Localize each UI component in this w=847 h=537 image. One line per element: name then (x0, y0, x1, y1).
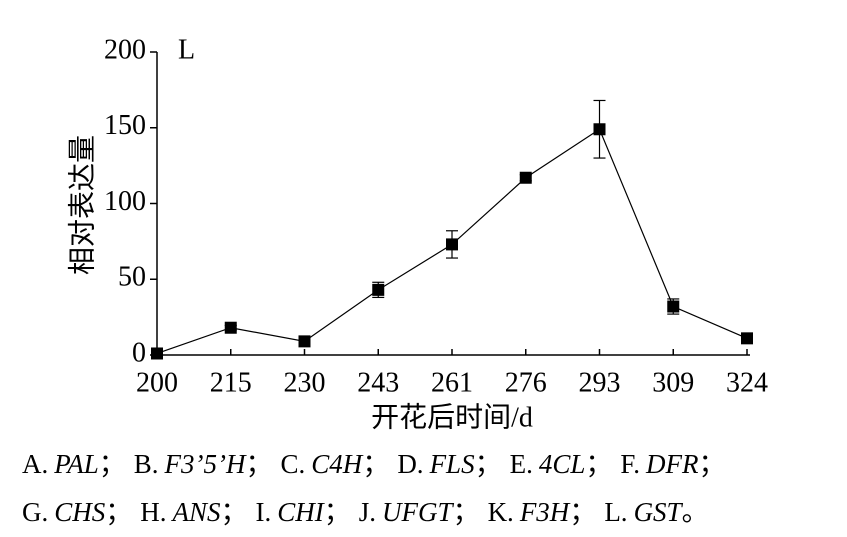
caption-it sp: F3’5’H (164, 449, 246, 479)
marker (298, 335, 311, 348)
caption-sep: ； (323, 497, 351, 527)
marker (519, 171, 532, 184)
caption-sep: ； (245, 449, 273, 479)
caption-it sp: UFGT (382, 497, 453, 527)
caption-it sp: F3H (519, 497, 570, 527)
caption-lt: H. (140, 497, 167, 527)
caption-sep: ； (98, 449, 126, 479)
marker (667, 300, 680, 313)
caption-sep: ； (569, 497, 597, 527)
caption-it sp: CHI (277, 497, 324, 527)
caption-lt: F. (620, 449, 640, 479)
caption-sep: ； (585, 449, 613, 479)
y-tick-label: 50 (118, 262, 146, 293)
caption-lt: G. (22, 497, 49, 527)
caption-it sp: C4H (311, 449, 363, 479)
x-tick-label: 215 (210, 367, 252, 398)
y-tick-label: 150 (104, 110, 146, 141)
caption-lt: E. (509, 449, 533, 479)
caption-lt: C. (280, 449, 306, 479)
y-tick-label: 0 (132, 337, 146, 368)
x-tick-label: 324 (726, 367, 768, 398)
caption-it sp: PAL (54, 449, 99, 479)
caption-lt: A. (22, 449, 49, 479)
caption-lt: L. (604, 497, 628, 527)
x-tick-label: 200 (136, 367, 178, 398)
marker (224, 321, 237, 334)
caption-sep: ； (698, 449, 726, 479)
caption-sep: ； (474, 449, 502, 479)
x-tick-label: 293 (579, 367, 621, 398)
marker (372, 283, 385, 296)
caption-it sp: DFR (645, 449, 699, 479)
x-tick-label: 276 (505, 367, 547, 398)
marker (446, 238, 458, 251)
marker (593, 123, 606, 136)
caption-sep: 。 (681, 497, 709, 527)
chart: L 相对表达量 开花后时间/d 0 50 100 150 200 200 215 230 243… (66, 34, 768, 433)
y-tick-label: 200 (104, 34, 146, 65)
x-axis-label: 开花后时间/d (371, 401, 533, 433)
caption-line: A. PAL； B. F3’5’H； C. C4H； D. FLS； E. 4CL； F. DFR； (22, 440, 725, 488)
x-tick-label: 230 (284, 367, 326, 398)
x-tick-label: 309 (652, 367, 694, 398)
caption-it sp: 4CL (538, 449, 586, 479)
caption-sep: ； (105, 497, 133, 527)
y-axis-label: 相对表达量 (66, 135, 98, 275)
caption-lt: J. (358, 497, 377, 527)
caption-sep: ； (220, 497, 248, 527)
caption-it sp: ANS (172, 497, 221, 527)
caption: A. PAL； B. F3’5’H； C. C4H； D. FLS； E. 4CL； F. DFR； G… (22, 440, 725, 536)
caption-it sp: FLS (429, 449, 475, 479)
caption-lt: K. (487, 497, 514, 527)
x-tick-label: 261 (431, 367, 473, 398)
caption-sep: ； (452, 497, 480, 527)
marker (741, 332, 753, 345)
caption-sep: ； (362, 449, 390, 479)
caption-lt: D. (397, 449, 424, 479)
x-tick-label: 243 (357, 367, 399, 398)
y-tick-label: 100 (104, 186, 146, 217)
caption-lt: B. (133, 449, 159, 479)
marker (151, 347, 163, 360)
caption-lt: I. (255, 497, 272, 527)
caption-it sp: GST (633, 497, 682, 527)
caption-it sp: CHS (54, 497, 106, 527)
panel-label: L (178, 34, 195, 65)
caption-line: G. CHS； H. ANS； I. CHI； J. UFGT； K. F3H； L. GST。 (22, 488, 725, 536)
